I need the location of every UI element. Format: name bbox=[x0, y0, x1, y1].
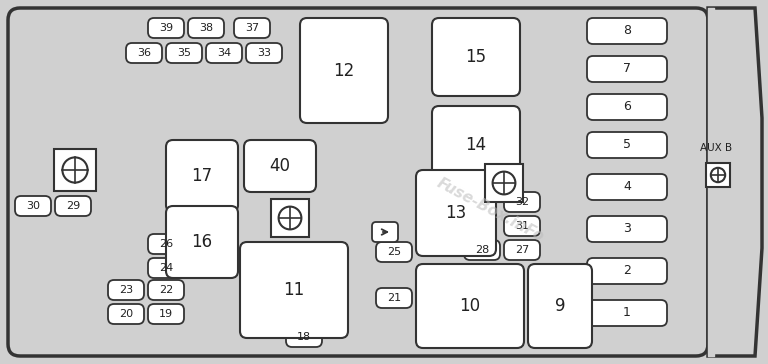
Text: 16: 16 bbox=[191, 233, 213, 251]
Circle shape bbox=[62, 157, 88, 183]
FancyBboxPatch shape bbox=[246, 43, 282, 63]
Bar bbox=[54, 149, 96, 191]
FancyBboxPatch shape bbox=[206, 43, 242, 63]
FancyBboxPatch shape bbox=[300, 18, 388, 123]
FancyBboxPatch shape bbox=[108, 304, 144, 324]
Text: 29: 29 bbox=[66, 201, 80, 211]
Text: 25: 25 bbox=[387, 247, 401, 257]
Text: 15: 15 bbox=[465, 48, 487, 66]
Text: 11: 11 bbox=[283, 281, 305, 299]
Circle shape bbox=[711, 168, 725, 182]
Text: 2: 2 bbox=[623, 265, 631, 277]
Text: 36: 36 bbox=[137, 48, 151, 58]
FancyBboxPatch shape bbox=[108, 280, 144, 300]
Text: 17: 17 bbox=[191, 167, 213, 185]
FancyBboxPatch shape bbox=[244, 140, 316, 192]
FancyBboxPatch shape bbox=[504, 192, 540, 212]
Text: 6: 6 bbox=[623, 100, 631, 114]
Text: 14: 14 bbox=[465, 136, 487, 154]
Text: 38: 38 bbox=[199, 23, 213, 33]
Text: 10: 10 bbox=[459, 297, 481, 315]
FancyBboxPatch shape bbox=[55, 196, 91, 216]
FancyBboxPatch shape bbox=[504, 216, 540, 236]
FancyBboxPatch shape bbox=[587, 300, 667, 326]
FancyBboxPatch shape bbox=[240, 242, 348, 338]
Bar bbox=[271, 199, 309, 237]
Text: 8: 8 bbox=[623, 24, 631, 37]
Text: 3: 3 bbox=[623, 222, 631, 236]
Text: 4: 4 bbox=[623, 181, 631, 194]
Text: 30: 30 bbox=[26, 201, 40, 211]
Text: 39: 39 bbox=[159, 23, 173, 33]
FancyBboxPatch shape bbox=[234, 18, 270, 38]
Polygon shape bbox=[708, 8, 762, 356]
Text: 32: 32 bbox=[515, 197, 529, 207]
Text: 37: 37 bbox=[245, 23, 259, 33]
Text: AUX B: AUX B bbox=[700, 143, 732, 153]
FancyBboxPatch shape bbox=[188, 18, 224, 38]
FancyBboxPatch shape bbox=[432, 106, 520, 184]
Text: 28: 28 bbox=[475, 245, 489, 255]
Text: 24: 24 bbox=[159, 263, 173, 273]
FancyBboxPatch shape bbox=[587, 132, 667, 158]
FancyBboxPatch shape bbox=[416, 264, 524, 348]
FancyBboxPatch shape bbox=[286, 327, 322, 347]
Text: 22: 22 bbox=[159, 285, 173, 295]
FancyBboxPatch shape bbox=[416, 170, 496, 256]
Circle shape bbox=[279, 207, 301, 229]
FancyBboxPatch shape bbox=[528, 264, 592, 348]
FancyBboxPatch shape bbox=[15, 196, 51, 216]
Bar bbox=[485, 164, 523, 202]
FancyBboxPatch shape bbox=[166, 43, 202, 63]
Text: 40: 40 bbox=[270, 157, 290, 175]
Text: 35: 35 bbox=[177, 48, 191, 58]
FancyBboxPatch shape bbox=[587, 258, 667, 284]
Bar bbox=[706, 163, 730, 187]
Text: 18: 18 bbox=[297, 332, 311, 342]
FancyBboxPatch shape bbox=[148, 280, 184, 300]
FancyBboxPatch shape bbox=[166, 140, 238, 212]
Text: 9: 9 bbox=[554, 297, 565, 315]
FancyBboxPatch shape bbox=[166, 206, 238, 278]
FancyBboxPatch shape bbox=[587, 216, 667, 242]
Circle shape bbox=[492, 171, 515, 194]
FancyBboxPatch shape bbox=[376, 242, 412, 262]
FancyBboxPatch shape bbox=[464, 240, 500, 260]
Text: 31: 31 bbox=[515, 221, 529, 231]
FancyBboxPatch shape bbox=[587, 174, 667, 200]
FancyBboxPatch shape bbox=[8, 8, 708, 356]
Text: 33: 33 bbox=[257, 48, 271, 58]
FancyBboxPatch shape bbox=[372, 222, 398, 242]
Text: 5: 5 bbox=[623, 138, 631, 151]
Text: 20: 20 bbox=[119, 309, 133, 319]
Text: 7: 7 bbox=[623, 63, 631, 75]
FancyBboxPatch shape bbox=[126, 43, 162, 63]
FancyBboxPatch shape bbox=[148, 258, 184, 278]
FancyBboxPatch shape bbox=[504, 240, 540, 260]
FancyBboxPatch shape bbox=[587, 18, 667, 44]
FancyBboxPatch shape bbox=[148, 304, 184, 324]
FancyBboxPatch shape bbox=[587, 94, 667, 120]
Text: 21: 21 bbox=[387, 293, 401, 303]
Text: 12: 12 bbox=[333, 62, 355, 79]
Text: 34: 34 bbox=[217, 48, 231, 58]
FancyBboxPatch shape bbox=[587, 56, 667, 82]
Text: 23: 23 bbox=[119, 285, 133, 295]
FancyBboxPatch shape bbox=[376, 288, 412, 308]
Text: 26: 26 bbox=[159, 239, 173, 249]
FancyBboxPatch shape bbox=[148, 234, 184, 254]
Text: 27: 27 bbox=[515, 245, 529, 255]
FancyBboxPatch shape bbox=[148, 18, 184, 38]
Text: 19: 19 bbox=[159, 309, 173, 319]
Text: 1: 1 bbox=[623, 306, 631, 320]
FancyBboxPatch shape bbox=[432, 18, 520, 96]
Text: Fuse-Box.inFo: Fuse-Box.inFo bbox=[434, 175, 546, 245]
Text: 13: 13 bbox=[445, 204, 467, 222]
